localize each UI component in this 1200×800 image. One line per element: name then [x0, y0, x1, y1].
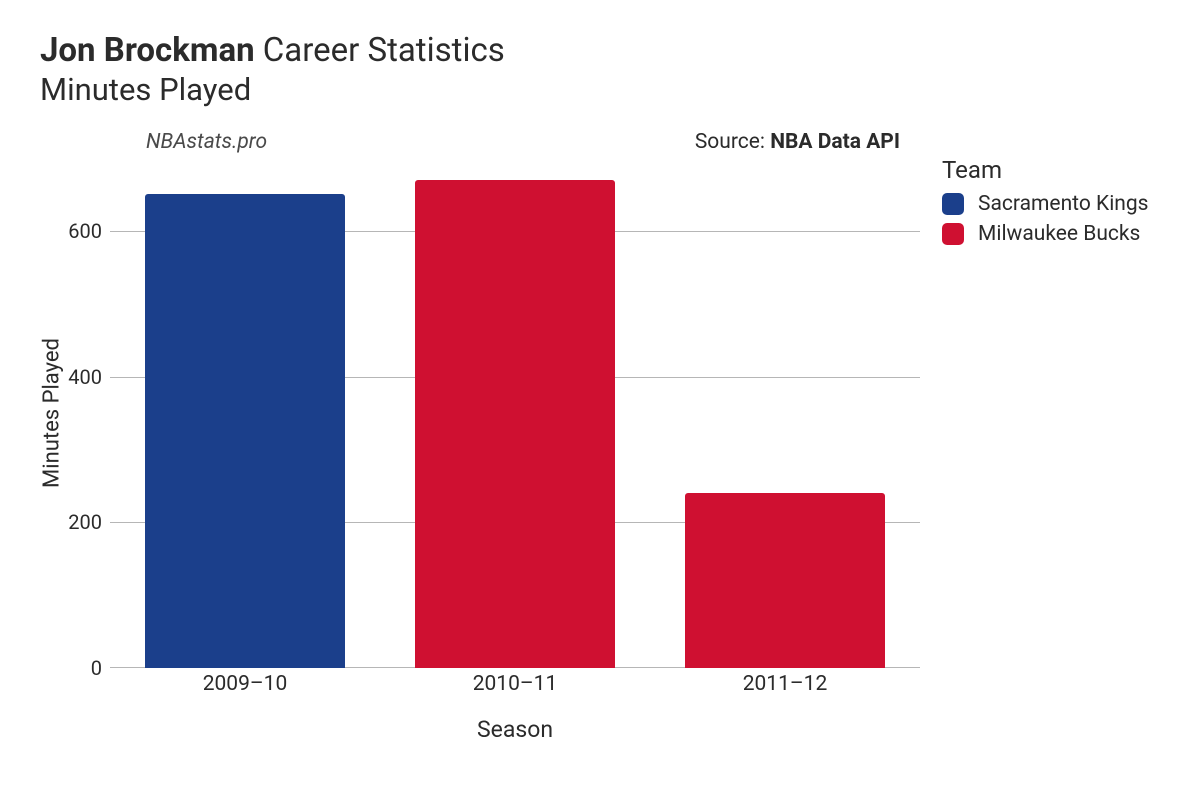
- annotation-row: NBAstats.pro Source: NBA Data API: [110, 126, 920, 158]
- source-prefix: Source:: [695, 130, 770, 154]
- legend-swatch: [942, 223, 964, 245]
- source-name: NBA Data API: [770, 130, 900, 154]
- bar: [145, 194, 345, 668]
- y-axis-ticks: 0200400600: [64, 158, 110, 668]
- plot-body: Minutes Played 0200400600: [40, 158, 920, 668]
- legend-swatch: [942, 193, 964, 215]
- x-axis-ticks: 2009–10 2010–11 2011–12: [110, 668, 920, 698]
- legend-label: Sacramento Kings: [978, 192, 1149, 216]
- bar: [685, 493, 885, 668]
- y-tick-label: 0: [91, 656, 102, 680]
- x-axis-label: Season: [110, 716, 920, 743]
- legend-item: Sacramento Kings: [942, 192, 1149, 216]
- y-tick-label: 200: [68, 510, 102, 534]
- chart-outer: NBAstats.pro Source: NBA Data API Minute…: [40, 126, 920, 743]
- y-axis-label-container: Minutes Played: [40, 158, 64, 668]
- legend-label: Milwaukee Bucks: [978, 222, 1140, 246]
- legend-title: Team: [942, 156, 1149, 184]
- y-tick-label: 600: [68, 219, 102, 243]
- x-tick-label: 2009–10: [203, 672, 288, 696]
- y-tick-label: 400: [68, 365, 102, 389]
- legend: Team Sacramento Kings Milwaukee Bucks: [942, 156, 1149, 252]
- legend-item: Milwaukee Bucks: [942, 222, 1149, 246]
- legend-items: Sacramento Kings Milwaukee Bucks: [942, 192, 1149, 246]
- chart-container: Jon Brockman Career Statistics Minutes P…: [0, 0, 1200, 800]
- chart-title-line1: Jon Brockman Career Statistics: [40, 30, 1160, 71]
- plot-area: [110, 158, 920, 668]
- chart-subtitle: Minutes Played: [40, 71, 1160, 110]
- chart-title-block: Jon Brockman Career Statistics Minutes P…: [40, 30, 1160, 110]
- x-tick-label: 2010–11: [473, 672, 558, 696]
- y-axis-label: Minutes Played: [40, 338, 65, 488]
- x-axis: 2009–10 2010–11 2011–12 Season: [110, 668, 920, 743]
- title-suffix: Career Statistics: [263, 31, 505, 70]
- x-tick-label: 2011–12: [743, 672, 828, 696]
- bar: [415, 180, 615, 668]
- site-watermark: NBAstats.pro: [146, 126, 267, 158]
- source-credit: Source: NBA Data API: [695, 126, 900, 158]
- player-name: Jon Brockman: [40, 31, 255, 70]
